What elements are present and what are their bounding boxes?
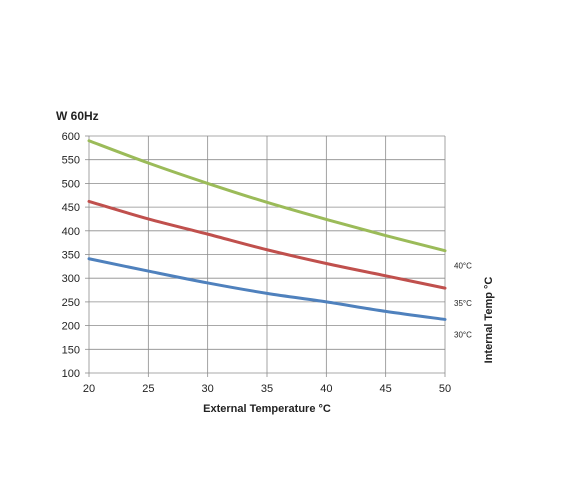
- x-tick-label: 40: [320, 383, 332, 395]
- y-tick-label: 150: [62, 344, 80, 356]
- series-line-1: [87, 199, 447, 290]
- series-label-2: 30°C: [454, 330, 472, 339]
- right-axis-label: Internal Temp °C: [483, 277, 495, 364]
- series-label-0: 40°C: [454, 262, 472, 271]
- tick-labels: 100 150 200 250 300 350 400 450 500 550 600 20 25 30 3…: [62, 131, 451, 395]
- y-tick-label: 200: [62, 321, 80, 333]
- x-tick-label: 35: [261, 383, 273, 395]
- x-tick-label: 25: [142, 383, 154, 395]
- y-tick-label: 550: [62, 155, 80, 167]
- x-tick-label: 50: [439, 383, 451, 395]
- grid: [88, 135, 446, 374]
- y-tick-label: 250: [62, 297, 80, 309]
- series-line-2: [87, 257, 447, 321]
- y-tick-label: 350: [62, 250, 80, 262]
- series-group: [87, 139, 447, 321]
- y-tick-label: 300: [62, 273, 80, 285]
- y-tick-label: 400: [62, 226, 80, 238]
- x-tick-label: 45: [380, 383, 392, 395]
- chart-title: W 60Hz: [56, 109, 99, 123]
- x-tick-label: 30: [202, 383, 214, 395]
- y-tick-label: 600: [62, 131, 80, 143]
- y-tick-label: 100: [62, 368, 80, 380]
- series-labels: 40°C 35°C 30°C: [454, 262, 472, 340]
- axes: [85, 135, 446, 377]
- y-tick-label: 500: [62, 178, 80, 190]
- series-line-0: [87, 139, 447, 253]
- x-tick-label: 20: [83, 383, 95, 395]
- series-label-1: 35°C: [454, 299, 472, 308]
- x-axis-label: External Temperature °C: [203, 403, 331, 415]
- y-tick-label: 450: [62, 202, 80, 214]
